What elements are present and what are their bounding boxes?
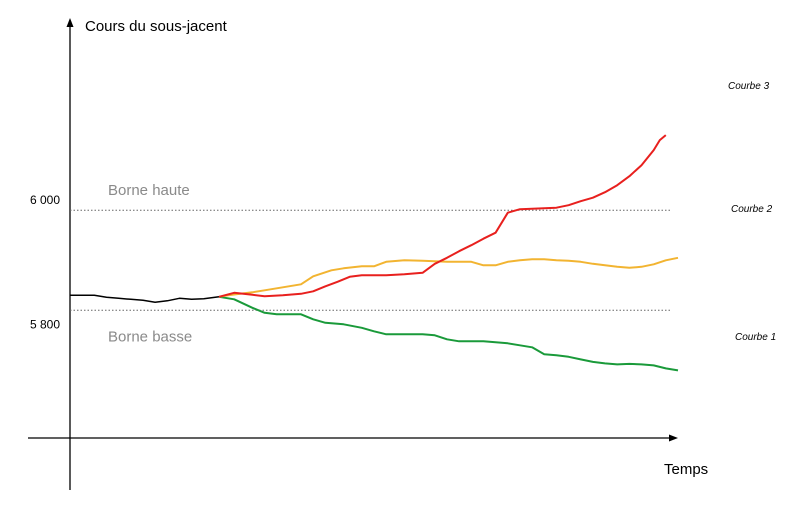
x-axis-title: Temps xyxy=(664,461,708,478)
curve-label-courbe-2: Courbe 2 xyxy=(731,204,773,215)
series-line-courbe-2 xyxy=(218,256,679,298)
upper-bound-label: Borne haute xyxy=(108,182,190,199)
history-line xyxy=(70,294,220,304)
x-axis-arrow-icon xyxy=(669,434,678,442)
y-axis-title: Cours du sous-jacent xyxy=(85,18,228,35)
lower-bound-label: Borne basse xyxy=(108,328,192,345)
series-line-courbe-1 xyxy=(218,295,679,372)
y-axis-arrow-icon xyxy=(66,18,74,27)
y-tick-label: 5 800 xyxy=(30,317,60,331)
series-line-courbe-3 xyxy=(218,134,667,298)
curve-label-courbe-3: Courbe 3 xyxy=(728,81,770,92)
y-tick-label: 6 000 xyxy=(30,193,60,207)
curve-label-courbe-1: Courbe 1 xyxy=(735,332,776,343)
